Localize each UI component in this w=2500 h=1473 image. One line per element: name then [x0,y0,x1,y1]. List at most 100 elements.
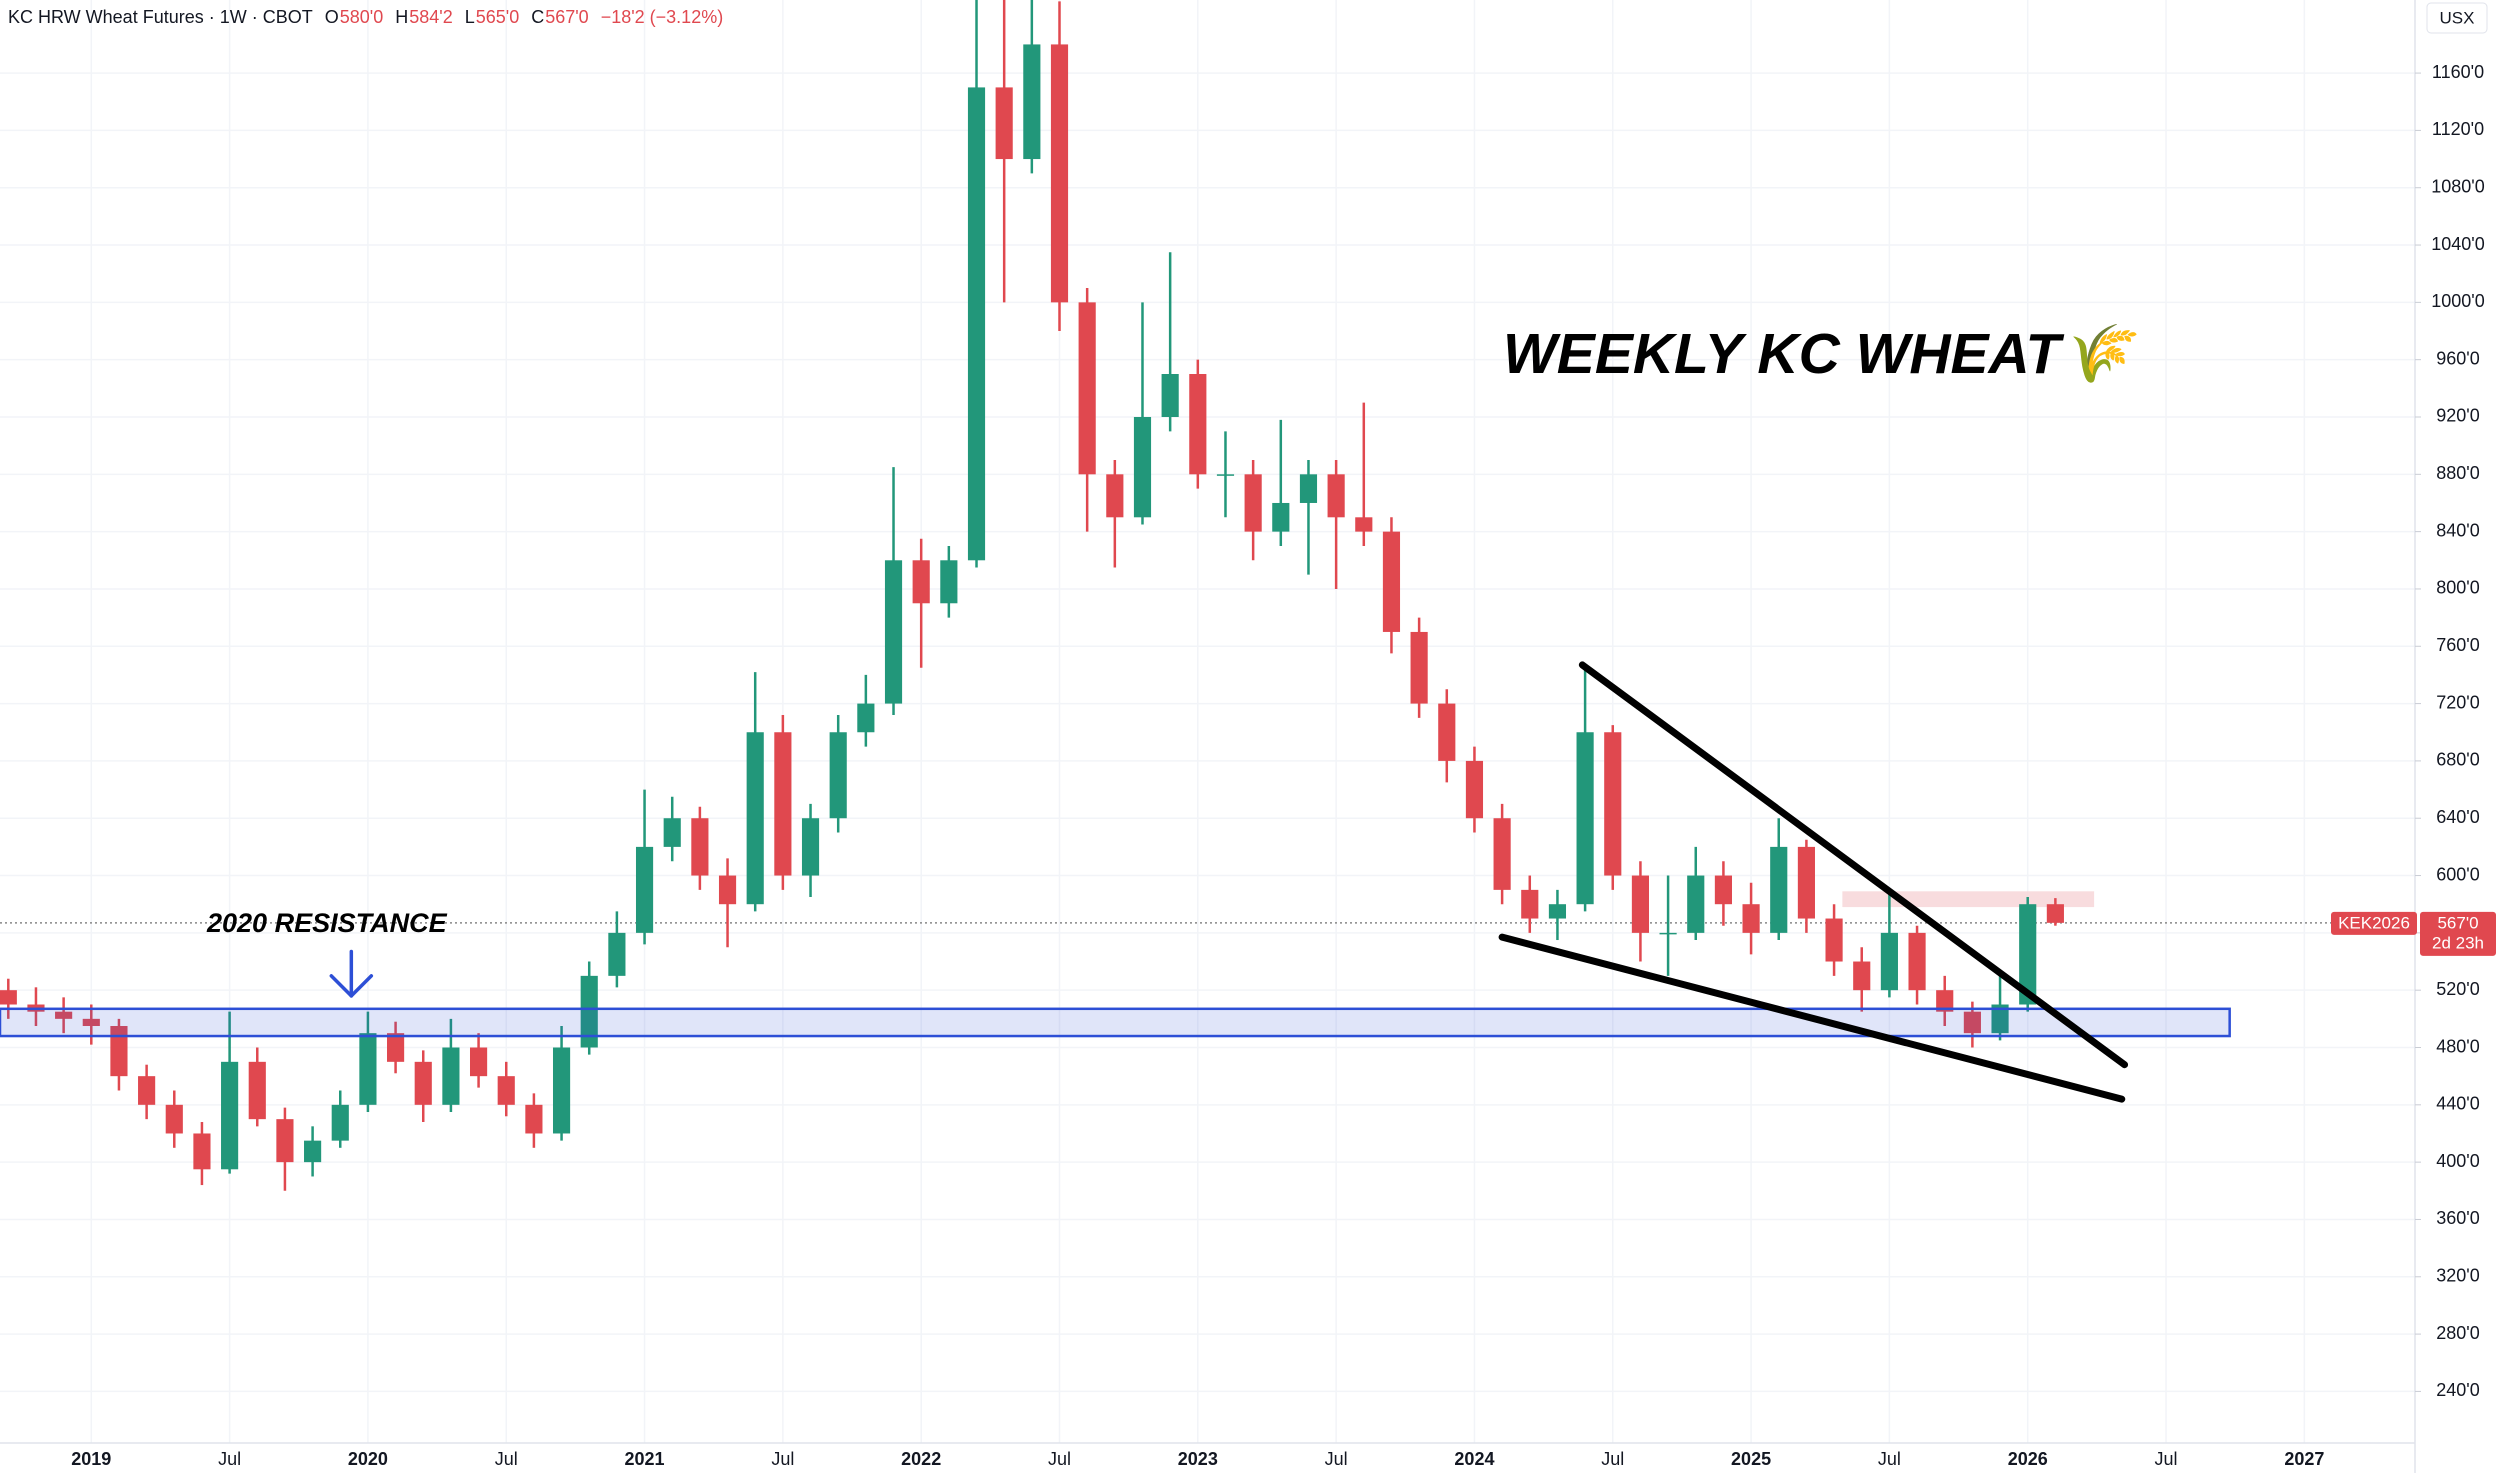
candle-body [1521,889,1539,919]
candle-body [1465,760,1484,819]
candle-body [55,1011,73,1019]
candle-body [940,560,958,604]
ohlc-value: 580'0 [340,7,383,27]
candle-body [221,1061,239,1170]
change: −18'2 (−3.12%) [601,7,724,27]
candle-body [387,1033,405,1062]
candle-body [1438,703,1456,761]
y-tick-label: 800'0 [2436,578,2479,598]
candle-body [1880,932,1898,991]
y-tick-label: 960'0 [2436,348,2479,368]
candle-body [1908,932,1926,991]
candle-body [1133,416,1152,518]
y-tick-label: 1160'0 [2432,62,2484,82]
candle-body [2019,904,2037,1005]
candle-body [718,875,737,905]
candle-body [2046,904,2064,923]
x-tick-label: Jul [495,1449,518,1469]
candle-body [774,732,792,876]
y-tick-label: 520'0 [2436,979,2479,999]
candle-body [1576,732,1594,905]
y-tick-label: 680'0 [2436,750,2479,770]
candle-body [635,846,654,933]
arrow-head [329,974,374,998]
candle-body [525,1104,543,1134]
candle-body [82,1018,100,1027]
y-tick-label: 1040'0 [2431,234,2485,254]
y-tick-label: 760'0 [2436,635,2479,655]
ohlc-key: C [531,7,544,27]
y-tick-label: 1080'0 [2431,176,2485,196]
candle-body [414,1061,432,1105]
plot-area [0,0,2415,1191]
candle-body [1714,875,1732,905]
last-price-label: 567'0 [2437,913,2478,932]
candle-body [0,990,17,1005]
x-tick-label: 2023 [1178,1449,1218,1469]
y-tick-label: 1000'0 [2431,291,2485,311]
candle-body [1272,502,1290,532]
x-tick-label: Jul [218,1449,241,1469]
y-tick-label: 1120'0 [2432,119,2484,139]
trendline [1578,661,2129,1069]
candle-body [1050,44,1069,303]
x-tick-label: 2027 [2284,1449,2324,1469]
candle-body [442,1047,460,1105]
candle-body [1382,531,1401,632]
y-tick-label: 280'0 [2436,1323,2479,1343]
x-tick-label: 2021 [625,1449,665,1469]
candle-body [1797,846,1815,919]
currency[interactable]: USX [2440,8,2475,27]
candle-body [608,932,626,976]
candle-body [1963,1011,1981,1034]
axes: 240'0 280'0 320'0 360'0 400'0 440'0 480'0 520'0… [71,62,2496,1469]
resistance-zone [0,1007,2231,1038]
candle-body [801,818,820,876]
candle-body [1106,474,1124,518]
candle-body [1631,875,1650,933]
candle-body [1659,932,1677,935]
ohlc-key: H [395,7,408,27]
candle-body [110,1026,128,1077]
candle-body [1770,846,1788,933]
candle-body [1216,474,1235,476]
candle-body [746,732,764,905]
x-tick-label: 2020 [348,1449,388,1469]
candle-body [552,1047,571,1134]
y-tick-label: 720'0 [2436,692,2479,712]
candle-body [359,1033,377,1105]
candle-body [663,818,681,847]
candle-body [1078,302,1096,475]
y-tick-label: 840'0 [2436,520,2479,540]
candle-body [1853,961,1871,991]
candle-body [857,703,875,733]
ohlc-value: 567'0 [545,7,588,27]
x-tick-label: 2022 [901,1449,941,1469]
x-tick-label: Jul [1325,1449,1348,1469]
candle-body [912,560,930,604]
candle-body [1742,904,1760,933]
candle-body [691,818,709,876]
candle-body [580,975,598,1048]
candle-body [248,1061,266,1120]
y-tick-label: 360'0 [2436,1208,2479,1228]
candle-body [1189,374,1207,475]
x-tick-label: Jul [1878,1449,1901,1469]
ticker: KEK2026 [2338,913,2410,932]
candle-body [829,732,847,819]
candle-body [193,1133,211,1170]
chart-title: WEEKLY KC WHEAT🌾 [1503,322,2141,386]
x-tick-label: Jul [1048,1449,1071,1469]
candle-body [967,87,986,561]
candle-body [995,87,1013,160]
currency-box[interactable] [2426,2,2488,34]
x-tick-label: Jul [1601,1449,1624,1469]
candle-body [138,1076,156,1105]
candle-body [1991,1004,2009,1034]
candle-body [1548,904,1567,919]
candle-body [1299,474,1318,503]
y-tick-label: 600'0 [2436,864,2479,884]
x-tick-label: Jul [771,1449,794,1469]
